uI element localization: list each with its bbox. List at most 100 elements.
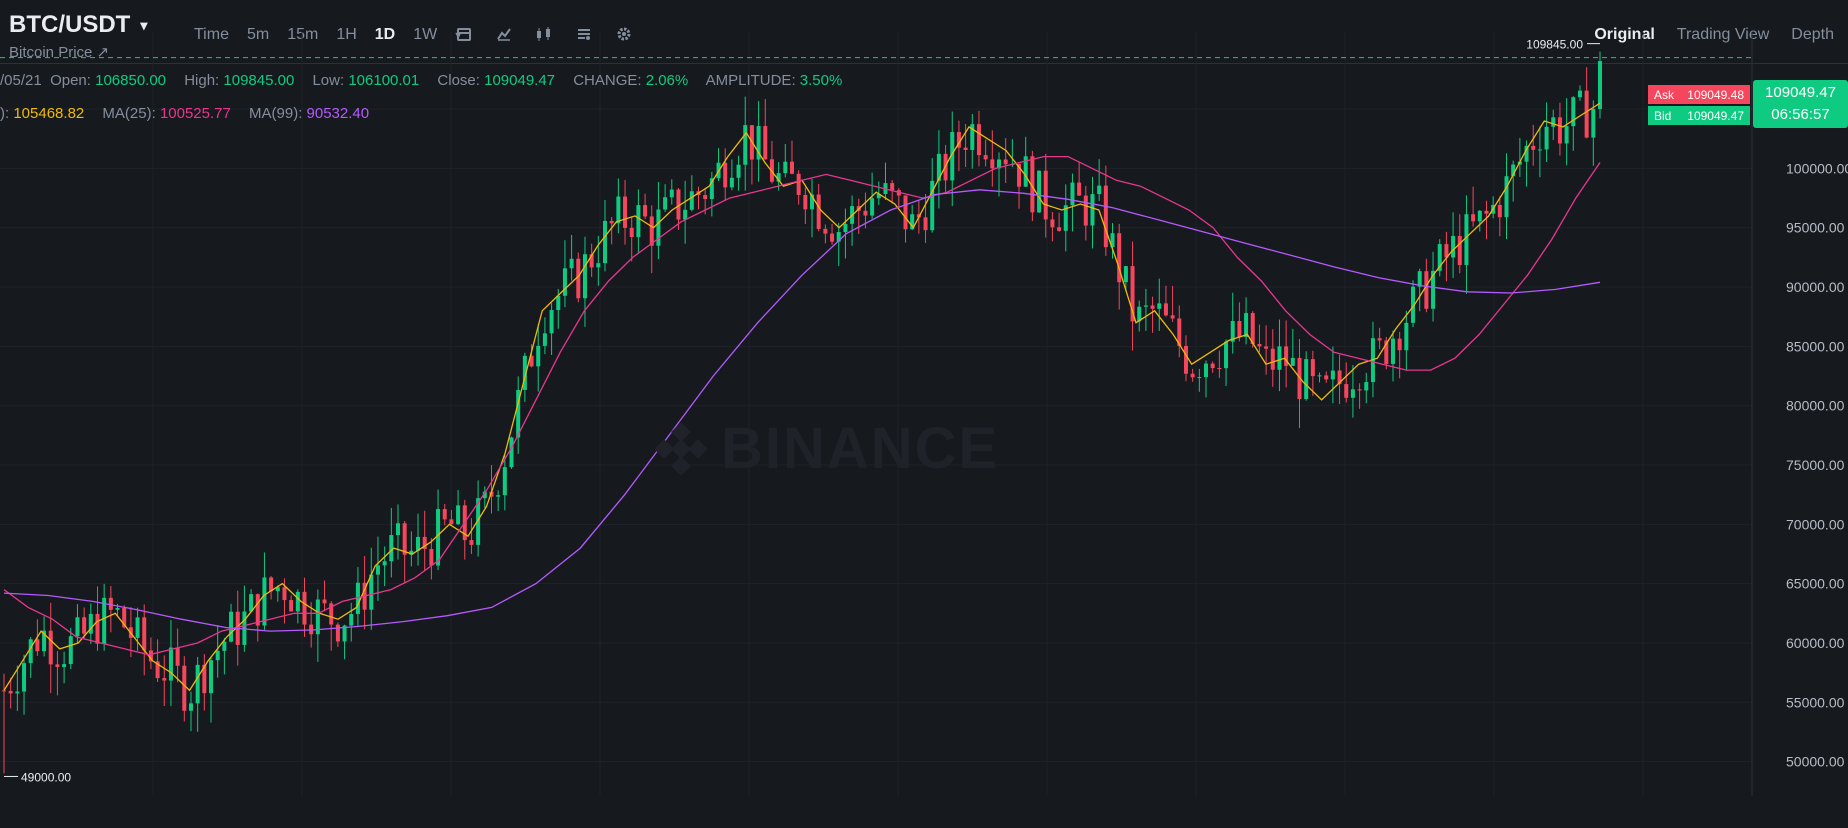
candle-body xyxy=(656,209,661,246)
candle-body xyxy=(302,591,307,625)
candle-body xyxy=(976,124,981,156)
tab-original[interactable]: Original xyxy=(1594,26,1655,43)
y-axis-label: 50000.00 xyxy=(1786,754,1845,770)
candle-body xyxy=(1190,373,1195,378)
interval-1h[interactable]: 1H xyxy=(336,26,357,43)
candle-body xyxy=(876,193,881,199)
top-toolbar: BTC/USDT ▾ Bitcoin Price ↗ Time 5m 15m 1… xyxy=(0,0,1848,64)
ohlc-legend: /05/21 Open: 106850.00 High: 109845.00 L… xyxy=(0,72,856,89)
indicator-icon[interactable] xyxy=(494,26,514,46)
candle-body xyxy=(55,664,60,667)
candle-body xyxy=(596,263,601,268)
interval-15m[interactable]: 15m xyxy=(287,26,319,43)
candle-body xyxy=(1057,227,1062,231)
candle-body xyxy=(516,389,521,438)
calendar-icon[interactable] xyxy=(454,26,474,46)
pair-selector[interactable]: BTC/USDT ▾ xyxy=(9,11,147,39)
candle-body xyxy=(970,124,975,150)
candle-body xyxy=(643,205,648,217)
candle-body xyxy=(1143,305,1148,307)
candle-body xyxy=(729,177,734,188)
candle-body xyxy=(1070,182,1075,206)
candle-body xyxy=(783,161,788,174)
candle-body xyxy=(990,159,995,169)
settings-gear-icon[interactable] xyxy=(614,26,634,46)
candle-body xyxy=(1364,382,1369,391)
candle-body xyxy=(429,549,434,566)
amplitude-label: AMPLITUDE: xyxy=(705,72,796,89)
candle-body xyxy=(382,561,387,566)
interval-5m[interactable]: 5m xyxy=(246,26,270,43)
candle-body xyxy=(1137,306,1142,322)
candle-body xyxy=(1237,321,1242,338)
candle-body xyxy=(810,194,815,210)
candle-body xyxy=(422,536,427,550)
interval-tabs: Time 5m 15m 1H 1D 1W ▾ xyxy=(194,26,461,44)
candle-type-icon[interactable] xyxy=(534,26,554,46)
low-value: 106100.01 xyxy=(348,72,420,89)
candle-body xyxy=(456,505,461,525)
candle-body xyxy=(1063,205,1068,231)
candle-body xyxy=(1577,90,1582,98)
candle-body xyxy=(148,650,153,662)
candle-body xyxy=(469,540,474,545)
interval-1w[interactable]: 1W xyxy=(413,26,438,43)
candle-body xyxy=(1404,322,1409,351)
candle-body xyxy=(242,611,247,645)
candle-body xyxy=(963,147,968,150)
candle-body xyxy=(1257,343,1262,347)
interval-time[interactable]: Time xyxy=(194,26,229,43)
close-value: 109049.47 xyxy=(484,72,556,89)
candle-body xyxy=(315,599,320,635)
candle-body xyxy=(355,582,360,615)
candle-body xyxy=(1431,270,1436,309)
subtitle-link[interactable]: Bitcoin Price ↗ xyxy=(9,44,110,61)
candle-body xyxy=(756,126,761,160)
candle-body xyxy=(843,223,848,233)
tab-depth[interactable]: Depth xyxy=(1791,26,1834,43)
candle-body xyxy=(1270,348,1275,370)
candle-body xyxy=(402,523,407,555)
candle-body xyxy=(1397,338,1402,351)
candle-body xyxy=(836,232,841,242)
candle-body xyxy=(155,661,160,679)
candle-body xyxy=(1424,271,1429,309)
caret-down-icon[interactable]: ▾ xyxy=(140,16,148,33)
candle-body xyxy=(115,607,120,610)
candle-body xyxy=(476,498,481,545)
candle-body xyxy=(689,191,694,210)
candle-body xyxy=(1557,117,1562,144)
ask-price: 109049.48 xyxy=(1687,87,1744,102)
candle-body xyxy=(42,630,47,652)
candle-body xyxy=(1437,244,1442,271)
y-axis-label: 95000.00 xyxy=(1786,220,1845,236)
candle-body xyxy=(15,691,20,694)
y-axis-label: 60000.00 xyxy=(1786,635,1845,651)
ma25-value: 100525.77 xyxy=(159,105,231,122)
candle-body xyxy=(1244,313,1249,338)
candle-body xyxy=(482,491,487,499)
candle-body xyxy=(509,437,514,468)
candle-body xyxy=(35,639,40,652)
candle-body xyxy=(1451,235,1456,258)
candle-body xyxy=(709,178,714,200)
candle-body xyxy=(930,180,935,231)
tab-trading-view[interactable]: Trading View xyxy=(1676,26,1770,43)
layout-icon[interactable] xyxy=(574,26,594,46)
y-axis-label: 55000.00 xyxy=(1786,694,1845,710)
candle-body xyxy=(1390,338,1395,364)
y-axis-label: 65000.00 xyxy=(1786,576,1845,592)
interval-1d[interactable]: 1D xyxy=(374,26,396,43)
ask-row: Ask 109049.48 xyxy=(1648,85,1750,104)
candle-body xyxy=(1564,126,1569,144)
candle-body xyxy=(1103,185,1108,248)
y-axis-label: 80000.00 xyxy=(1786,398,1845,414)
candle-body xyxy=(1551,117,1556,127)
candle-body xyxy=(122,607,127,628)
candle-body xyxy=(776,173,781,182)
ma7-line xyxy=(3,102,1601,692)
candle-body xyxy=(1110,233,1115,248)
candle-body xyxy=(75,617,80,637)
candle-body xyxy=(1037,170,1042,213)
